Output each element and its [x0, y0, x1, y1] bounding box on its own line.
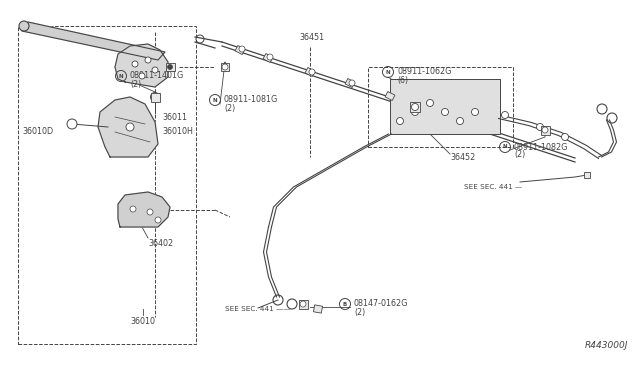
Circle shape: [147, 209, 153, 215]
Circle shape: [19, 21, 29, 31]
Circle shape: [168, 64, 173, 70]
Bar: [345, 78, 355, 87]
Text: (2): (2): [354, 308, 365, 317]
Text: N: N: [502, 144, 508, 150]
Circle shape: [397, 118, 403, 125]
Circle shape: [456, 118, 463, 125]
Text: SEE SEC. 441 —: SEE SEC. 441 —: [464, 184, 522, 190]
Bar: [298, 299, 307, 308]
Text: (6): (6): [397, 76, 408, 84]
Text: N: N: [386, 70, 390, 74]
Circle shape: [130, 206, 136, 212]
Text: 08911-1401G: 08911-1401G: [130, 71, 184, 80]
Bar: [314, 305, 323, 313]
Bar: [584, 172, 590, 178]
Text: SEE SEC. 441 ——: SEE SEC. 441 ——: [225, 306, 291, 312]
Text: (2): (2): [224, 103, 236, 112]
Circle shape: [150, 93, 159, 102]
Circle shape: [155, 217, 161, 223]
Polygon shape: [22, 22, 165, 60]
Text: 08911-1062G: 08911-1062G: [397, 67, 451, 77]
Bar: [263, 54, 273, 62]
Circle shape: [152, 67, 158, 73]
Text: 36010H: 36010H: [162, 128, 193, 137]
Bar: [150, 93, 159, 102]
Text: 36010: 36010: [131, 317, 156, 327]
Bar: [410, 102, 420, 112]
Text: (2): (2): [130, 80, 141, 89]
Text: B: B: [343, 301, 347, 307]
Circle shape: [349, 80, 355, 86]
Bar: [390, 79, 500, 134]
Circle shape: [145, 57, 151, 63]
Circle shape: [139, 73, 145, 79]
Circle shape: [472, 109, 479, 115]
Circle shape: [442, 109, 449, 115]
Bar: [235, 45, 245, 54]
Bar: [166, 63, 175, 71]
Circle shape: [426, 99, 433, 106]
Text: 36011: 36011: [162, 112, 187, 122]
Circle shape: [239, 46, 245, 52]
Circle shape: [542, 127, 548, 133]
Text: 08911-1081G: 08911-1081G: [224, 96, 278, 105]
Circle shape: [412, 103, 419, 110]
Bar: [305, 67, 315, 77]
Bar: [385, 92, 395, 100]
Text: 36010D: 36010D: [22, 128, 53, 137]
Polygon shape: [115, 44, 168, 87]
Circle shape: [267, 54, 273, 60]
Bar: [541, 125, 550, 135]
Bar: [368, 67, 513, 147]
Circle shape: [502, 112, 509, 119]
Circle shape: [67, 119, 77, 129]
Circle shape: [300, 301, 306, 307]
Text: 08147-0162G: 08147-0162G: [354, 299, 408, 308]
Polygon shape: [118, 192, 170, 227]
Text: 36402: 36402: [148, 240, 173, 248]
Bar: [221, 63, 229, 71]
Text: R443000J: R443000J: [584, 341, 628, 350]
Circle shape: [536, 124, 543, 131]
Circle shape: [412, 109, 419, 115]
Text: N: N: [118, 74, 124, 78]
Bar: [18, 26, 196, 344]
Text: (2): (2): [514, 151, 525, 160]
Circle shape: [132, 61, 138, 67]
Text: 36451: 36451: [300, 33, 324, 42]
Text: 36452: 36452: [450, 153, 476, 161]
Polygon shape: [98, 97, 158, 157]
Circle shape: [561, 134, 568, 141]
Circle shape: [126, 123, 134, 131]
Circle shape: [309, 69, 315, 75]
Text: N: N: [212, 97, 218, 103]
Circle shape: [222, 64, 228, 70]
Text: 08911-1082G: 08911-1082G: [514, 142, 568, 151]
